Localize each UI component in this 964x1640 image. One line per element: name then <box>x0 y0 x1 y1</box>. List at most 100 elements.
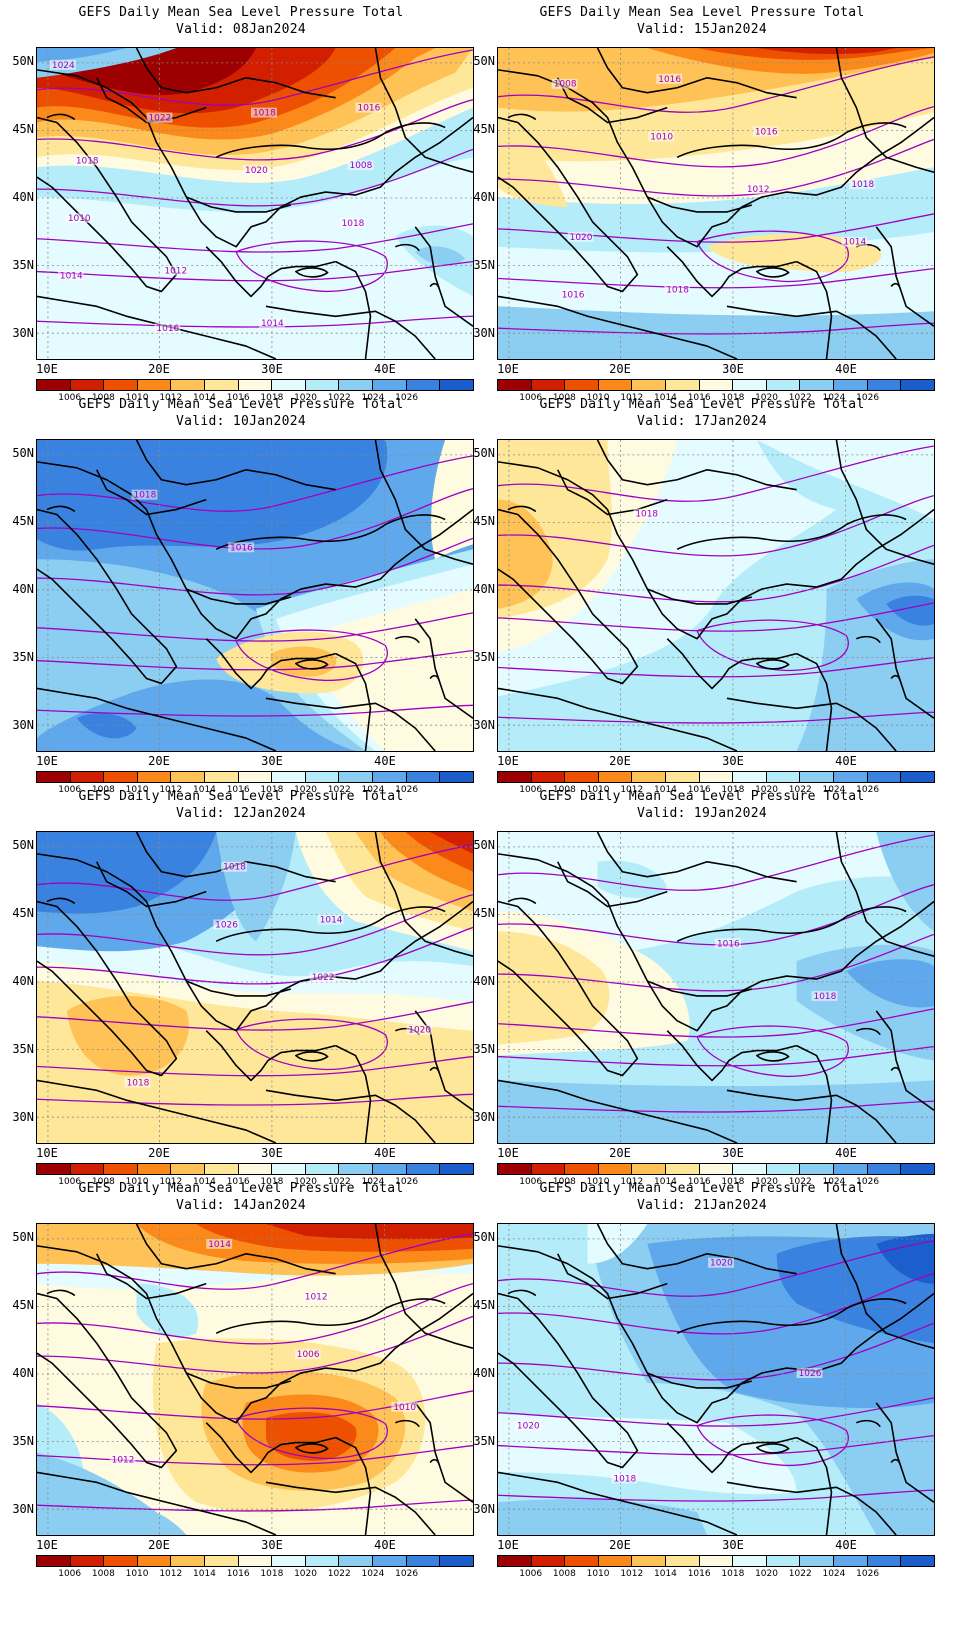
contour-label: 1018 <box>223 863 246 873</box>
lon-label: 30E <box>722 1146 744 1160</box>
coastline <box>835 440 934 565</box>
coastline <box>498 687 738 751</box>
colorbar-label: 1010 <box>586 1177 610 1187</box>
colorbar-swatch <box>373 772 407 782</box>
coastline <box>796 1044 833 1143</box>
colorbar-label: 1010 <box>125 1177 149 1187</box>
isobar-line <box>37 893 473 956</box>
lat-label: 35N <box>473 1434 495 1448</box>
isobar-line <box>37 49 473 106</box>
pressure-fill <box>265 1224 473 1240</box>
coastline <box>37 295 277 359</box>
colorbar-label: 1010 <box>586 1569 610 1579</box>
colorbar-label: 1010 <box>125 1569 149 1579</box>
valid-date: Valid: 17Jan2024 <box>636 414 768 429</box>
lon-label: 30E <box>261 754 283 768</box>
lat-label: 40N <box>12 1366 34 1380</box>
map-canvas: 1018 1016 <box>37 440 473 751</box>
colorbar-label: 1014 <box>654 1569 677 1579</box>
coastline <box>557 1253 668 1300</box>
valid-date: Valid: 21Jan2024 <box>636 1198 768 1213</box>
coastline <box>37 1292 178 1469</box>
lat-label: 40N <box>12 582 34 596</box>
coastline <box>335 1436 372 1535</box>
isobar-line <box>37 1282 473 1345</box>
pressure-fill <box>498 127 568 207</box>
colorbar-swatch <box>339 1164 374 1174</box>
colorbar-swatch <box>531 1164 566 1174</box>
coastline <box>856 1419 881 1428</box>
colorbar-label: 1024 <box>822 393 846 403</box>
contour-label-bg <box>206 1238 233 1249</box>
colorbar-swatch <box>37 1556 71 1566</box>
lon-label: 30E <box>722 754 744 768</box>
lat-label: 30N <box>473 718 495 732</box>
coastline <box>265 305 436 359</box>
isobar-line <box>235 240 388 293</box>
colorbar-swatch <box>272 1556 306 1566</box>
pressure-fill <box>498 1499 708 1535</box>
colorbar-label: 1008 <box>91 785 115 795</box>
lon-label: 10E <box>36 754 58 768</box>
pressure-fill <box>756 48 897 55</box>
contour-label: 1016 <box>156 324 179 334</box>
colorbar-swatch <box>598 772 633 782</box>
lon-label: 10E <box>36 362 58 376</box>
colorbar-label: 1010 <box>586 785 610 795</box>
coastline <box>756 659 790 670</box>
contour-label: 1008 <box>554 80 577 90</box>
coastline <box>498 508 639 685</box>
colorbar-swatch <box>205 772 239 782</box>
isobar-line <box>37 1001 473 1031</box>
contour-label: 1018 <box>666 285 689 295</box>
isobar-line <box>37 1499 473 1512</box>
colorbar <box>497 771 935 783</box>
contour-label-bg <box>146 112 173 123</box>
colorbar-swatch <box>305 1164 340 1174</box>
colorbar-label: 1008 <box>91 1177 115 1187</box>
pressure-fill <box>707 233 882 273</box>
isobar-line <box>37 1093 473 1106</box>
colorbar-label: 1018 <box>260 1177 284 1187</box>
colorbar-swatch <box>440 1164 473 1174</box>
colorbar-label: 1012 <box>620 393 644 403</box>
colorbar-label: 1008 <box>91 1569 115 1579</box>
colorbar-label: 1026 <box>395 393 419 403</box>
contour-label: 1022 <box>148 114 171 124</box>
contour-label-bg <box>656 73 683 84</box>
map-canvas: 1016 1018 <box>498 832 934 1143</box>
coastline <box>676 1298 907 1335</box>
contour-label-bg <box>633 508 660 519</box>
colorbar-swatch <box>867 1556 902 1566</box>
colorbar-swatch <box>70 772 105 782</box>
lat-label: 35N <box>473 1042 495 1056</box>
colorbar-label: 1012 <box>159 1177 183 1187</box>
isobar-line <box>37 315 473 328</box>
contour-label-bg <box>294 1349 321 1360</box>
colorbar-label: 1008 <box>552 1177 576 1187</box>
coastline <box>647 1372 753 1389</box>
pressure-map: 1026 1022 1020 1018 1018 1014 <box>36 831 474 1144</box>
colorbar-swatch <box>867 1164 902 1174</box>
map-canvas: 1024 1022 1020 1018 1014 1016 1018 1008 1010 1012… <box>37 48 473 359</box>
colorbar-swatch <box>632 772 667 782</box>
colorbar-label: 1012 <box>620 785 644 795</box>
coastline <box>295 1051 329 1062</box>
coastline <box>37 1471 277 1535</box>
lat-label: 30N <box>473 1110 495 1124</box>
colorbar-label: 1026 <box>856 785 880 795</box>
coastline <box>205 246 336 298</box>
coastline <box>335 1044 372 1143</box>
colorbar-swatch <box>171 380 206 390</box>
coastline <box>37 1245 473 1424</box>
lon-label: 40E <box>374 1146 396 1160</box>
colorbar-swatch <box>901 1164 934 1174</box>
coastline <box>37 1079 277 1143</box>
contour-label: 1020 <box>710 1259 733 1269</box>
contour-label: 1018 <box>127 1078 150 1088</box>
coastline <box>335 260 372 359</box>
colorbar-swatch <box>305 380 340 390</box>
lon-label: 10E <box>36 1146 58 1160</box>
pressure-map: 1018 1016 <box>36 439 474 752</box>
colorbar-swatch <box>104 772 138 782</box>
